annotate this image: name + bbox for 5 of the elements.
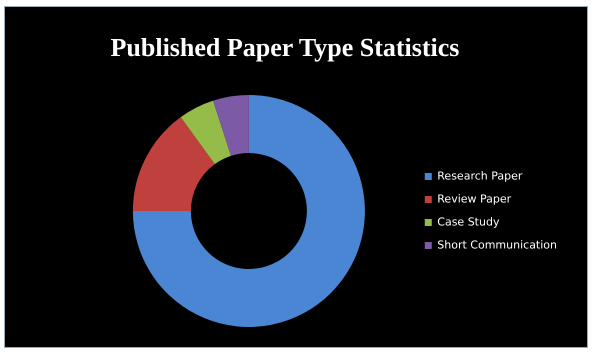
legend-label: Research Paper	[437, 169, 523, 182]
legend-label: Review Paper	[437, 192, 512, 206]
chart-title: Published Paper Type Statistics	[110, 33, 460, 63]
legend-label: Short Communication	[437, 238, 558, 252]
legend-label: Case Study	[437, 215, 500, 228]
